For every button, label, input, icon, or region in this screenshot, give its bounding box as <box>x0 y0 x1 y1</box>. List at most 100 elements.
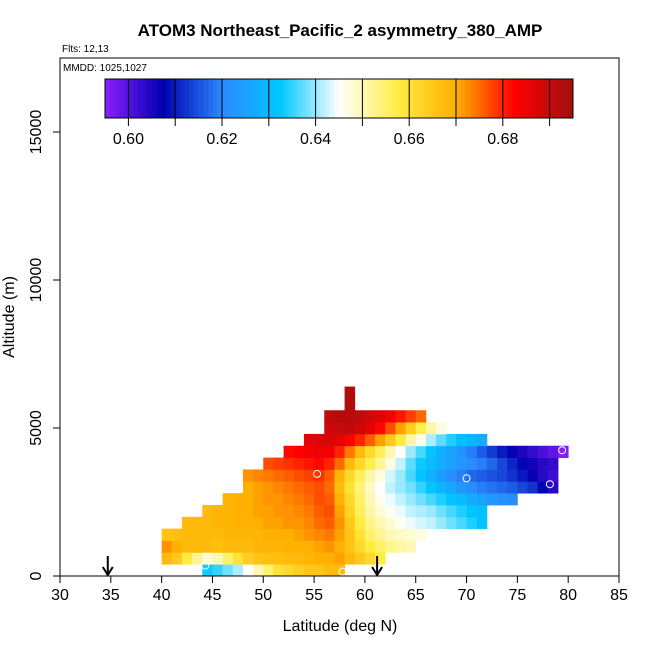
heatmap-cell <box>171 552 183 565</box>
heatmap-cell <box>283 504 295 518</box>
heatmap-cell <box>212 564 224 577</box>
heatmap-cell <box>436 493 447 506</box>
heatmap-cell <box>385 493 396 506</box>
heatmap-cell <box>303 469 315 482</box>
colorbar-segment <box>409 79 415 118</box>
x-tick-label: 85 <box>610 587 628 604</box>
heatmap-cell <box>354 552 366 565</box>
heatmap-cell <box>344 516 356 530</box>
flight-arrow <box>371 556 383 577</box>
heatmap-cell <box>314 540 325 553</box>
flight-arrows <box>101 556 383 577</box>
heatmap-cell <box>395 469 406 482</box>
heatmap-cell <box>334 481 345 494</box>
heatmap-cell <box>375 422 386 435</box>
heatmap-cell <box>263 516 274 530</box>
colorbar-segment <box>399 79 405 118</box>
colorbar-segment <box>526 79 532 118</box>
heatmap-cell <box>385 445 396 458</box>
data-point <box>545 480 554 489</box>
heatmap-cell <box>436 457 447 470</box>
heatmap-cell <box>446 457 457 470</box>
heatmap-cell <box>253 481 264 494</box>
heatmap-cell <box>293 481 305 494</box>
colorbar-segment <box>465 79 471 118</box>
x-tick-label: 30 <box>51 587 69 604</box>
colorbar-segment <box>212 79 218 118</box>
colorbar-segment <box>259 79 265 118</box>
heatmap-cell <box>344 398 356 411</box>
heatmap-cell <box>334 457 345 470</box>
colorbar-segment <box>273 79 279 118</box>
heatmap-cell <box>263 504 274 518</box>
heatmap-cell <box>375 433 386 447</box>
heatmap-cell <box>415 457 427 470</box>
colorbar-segment <box>437 79 443 118</box>
heatmap-cell <box>364 504 376 518</box>
heatmap-cell <box>324 540 335 553</box>
heatmap-cell <box>405 504 417 518</box>
colorbar-segment <box>292 79 298 118</box>
x-tick-label: 45 <box>204 587 222 604</box>
heatmap-cell <box>385 481 396 494</box>
heatmap-cell <box>344 457 356 470</box>
heatmap-cell <box>334 516 345 530</box>
heatmap-cell <box>253 469 264 482</box>
colorbar-segment <box>479 79 485 118</box>
heatmap-cell <box>314 493 325 506</box>
heatmap-cell <box>547 457 559 470</box>
colorbar-segment <box>147 79 153 118</box>
colorbar-segment <box>558 79 565 118</box>
heatmap-cell <box>405 493 417 506</box>
colorbar-segment <box>484 79 490 118</box>
heatmap-cell <box>425 481 437 494</box>
heatmap-cell <box>303 481 315 494</box>
heatmap-cell <box>242 552 254 565</box>
heatmap-cell <box>222 504 234 518</box>
heatmap-cell <box>344 433 356 447</box>
heatmap-cell <box>334 528 345 541</box>
colorbar-segment <box>493 79 499 118</box>
heatmap-cell <box>202 504 213 518</box>
heatmap-cell <box>293 564 305 577</box>
heatmap-cell <box>456 457 467 470</box>
heatmap-cell <box>466 445 478 458</box>
heatmap-cell <box>242 504 254 518</box>
colorbar-segment <box>142 79 148 118</box>
colorbar-segment <box>179 79 185 118</box>
heatmap-cell <box>242 469 254 482</box>
heatmap-cell <box>334 410 345 423</box>
heatmap-cell <box>517 457 528 470</box>
heatmap-cell <box>507 493 518 506</box>
heatmap-cell <box>466 457 478 470</box>
colorbar-segment <box>395 79 401 118</box>
heatmap-cell <box>486 445 498 458</box>
heatmap-cell <box>202 516 213 530</box>
heatmap-cell <box>375 540 386 553</box>
heatmap-cell <box>334 445 345 458</box>
heatmap-cell <box>375 528 386 541</box>
heatmap-cell <box>385 433 396 447</box>
colorbar-segment <box>282 79 288 118</box>
heatmap-cell <box>293 445 305 458</box>
colorbar-segment <box>441 79 448 118</box>
heatmap-cell <box>293 516 305 530</box>
heatmap-cell <box>192 552 203 565</box>
colorbar-segment <box>339 79 345 118</box>
x-tick-label: 60 <box>356 587 374 604</box>
heatmap-cell <box>375 410 386 423</box>
colorbar-segment <box>240 79 246 118</box>
heatmap-cell <box>446 433 457 447</box>
arrow-head <box>371 566 383 577</box>
colorbar-segment <box>310 79 316 118</box>
data-point <box>313 469 322 478</box>
heatmap-cell <box>263 564 274 577</box>
heatmap-cell <box>202 528 213 541</box>
heatmap-cell <box>415 433 427 447</box>
heatmap-cell <box>436 445 447 458</box>
heatmap-cell <box>273 504 284 518</box>
heatmap-cell <box>314 481 325 494</box>
heatmap-cell <box>476 433 488 447</box>
heatmap-cell <box>303 528 315 541</box>
heatmap-cell <box>456 481 467 494</box>
